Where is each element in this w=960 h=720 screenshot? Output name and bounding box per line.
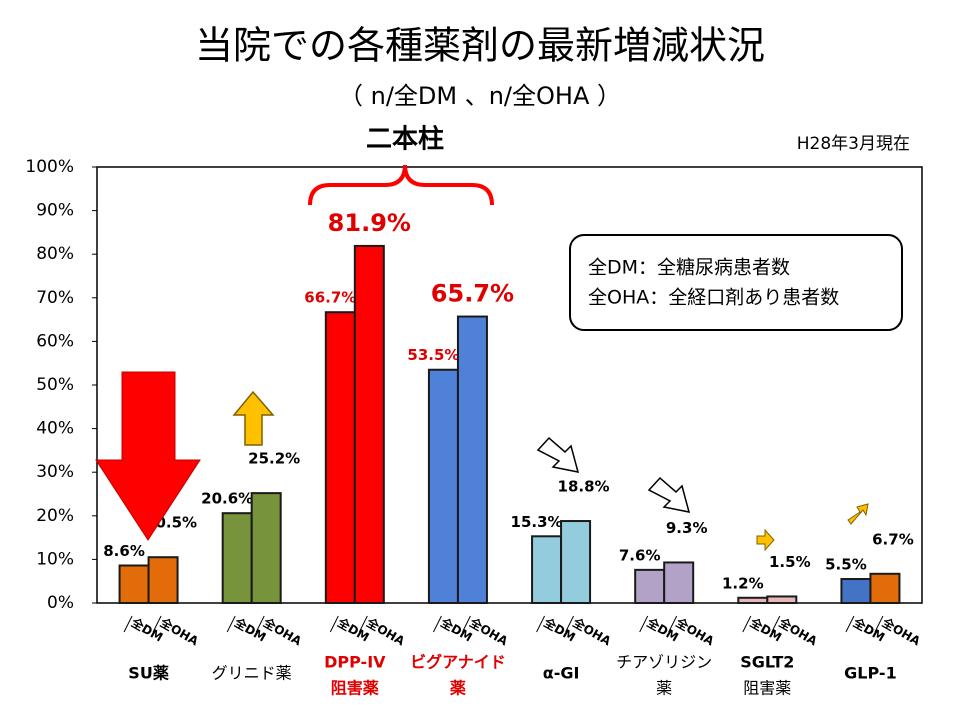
value-label: 8.6% [103,542,145,560]
x-tick-label: SGLT2 [740,653,794,672]
right-arrow [756,528,775,552]
sub-label-slash [226,615,236,633]
value-label: 9.3% [666,519,708,537]
y-tick-label: 10% [36,549,74,569]
arrow [647,476,691,513]
chart-subtitle: （ n/全DM 、n/全OHA ） [339,82,621,110]
x-tick-label: 阻害薬 [743,679,791,698]
bar [250,492,282,604]
x-tick-label: GLP-1 [844,664,897,683]
note-box [569,234,903,331]
value-label: 15.3% [511,513,563,531]
value-label: 20.6% [201,490,253,508]
y-tick-label: 30% [36,462,74,482]
x-tick-label: SU薬 [128,664,170,683]
bar [840,578,872,605]
y-tick-label: 0% [47,593,74,613]
bar [560,520,592,604]
bar [118,564,150,605]
value-label: 1.5% [769,553,811,571]
annotation: 二本柱 [366,125,444,155]
arrow [847,503,869,525]
arrow [536,436,580,473]
sub-label-slash [639,615,649,633]
bar [531,535,563,604]
x-tick-label: チアゾリジン [616,653,712,672]
sub-label-slash [461,615,471,633]
bar [427,368,459,604]
sub-label-slash [358,615,368,633]
x-tick-label: DPP-IV [324,653,386,672]
y-tick-label: 70% [36,288,74,308]
sub-label-slash [742,615,752,633]
sub-label-slash [536,615,546,633]
y-tick-label: 100% [25,157,74,177]
bracket [308,164,494,206]
x-tick-label: 阻害薬 [331,679,380,698]
bar [663,561,695,605]
value-label: 81.9% [328,209,411,237]
value-label: 65.7% [431,280,514,308]
note: 全OHA：全経口剤あり患者数 [588,287,839,309]
x-tick-label: ビグアナイド [410,653,506,672]
value-label: 5.5% [825,556,867,574]
x-tick-label: 薬 [449,679,467,698]
sub-label-slash [771,615,781,633]
y-tick-label: 50% [36,375,74,395]
x-tick-label: α-GI [543,664,580,683]
up-arrow [232,390,275,446]
bar [766,595,798,605]
bar [221,512,253,605]
sub-label-slash [565,615,575,633]
bar [869,572,901,605]
sub-label-slash [123,615,133,633]
bar [324,311,356,604]
sub-label-slash [255,615,265,633]
value-label: 6.7% [872,530,914,548]
plot-frame [96,166,923,604]
value-label: 53.5% [407,346,459,364]
value-label: 18.8% [558,478,610,496]
value-label: 1.2% [722,574,764,592]
y-tick-label: 80% [36,244,74,264]
y-tick-label: 20% [36,506,74,526]
value-label: 7.6% [619,546,661,564]
sub-label-slash [152,615,162,633]
y-tick-label: 90% [36,201,74,221]
sub-label-slash [845,615,855,633]
bar [147,556,179,604]
sub-label-slash [668,615,678,633]
y-tick-label: 40% [36,419,74,439]
value-label: 66.7% [304,289,356,307]
down-arrow [95,371,201,541]
x-tick-label: グリニド薬 [212,664,292,683]
bar [634,568,666,605]
chart-title: 当院での各種薬剤の最新増減状況 [195,24,765,68]
y-tick-label: 60% [36,331,74,351]
bar [737,596,769,605]
bar [353,244,385,605]
x-tick-label: 薬 [656,679,672,698]
value-label: 25.2% [248,450,300,468]
sub-label-slash [329,615,339,633]
sub-label-slash [874,615,884,633]
sub-label-slash [432,615,442,633]
note: 全DM：全糖尿病患者数 [588,257,790,279]
annotation: H28年3月現在 [797,134,910,154]
bar [456,315,488,604]
